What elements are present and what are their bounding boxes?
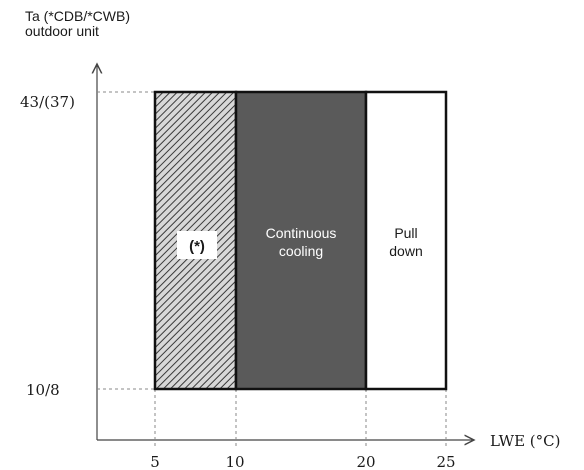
x-axis-label: LWE (°C) bbox=[490, 432, 560, 450]
restricted-label-box bbox=[177, 231, 217, 259]
y-tick-bottom: 10/8 bbox=[26, 381, 60, 399]
x-tick-20: 20 bbox=[356, 453, 375, 470]
continuous-cooling-label-line1: Continuous bbox=[266, 225, 337, 241]
restricted-zone-label: (*) bbox=[189, 238, 205, 255]
pull-down-label-line2: down bbox=[389, 243, 422, 259]
y-axis-label-line2: outdoor unit bbox=[25, 23, 99, 39]
x-tick-10: 10 bbox=[225, 453, 244, 470]
continuous-cooling-zone bbox=[234, 90, 368, 391]
continuous-cooling-label-line2: cooling bbox=[279, 243, 323, 259]
pull-down-zone bbox=[364, 90, 448, 391]
y-axis-label-line1: Ta (*CDB/*CWB) bbox=[25, 8, 130, 24]
x-tick-5: 5 bbox=[150, 453, 160, 470]
y-tick-top: 43/(37) bbox=[20, 93, 75, 111]
x-tick-25: 25 bbox=[436, 453, 455, 470]
pull-down-label-line1: Pull bbox=[394, 225, 417, 241]
